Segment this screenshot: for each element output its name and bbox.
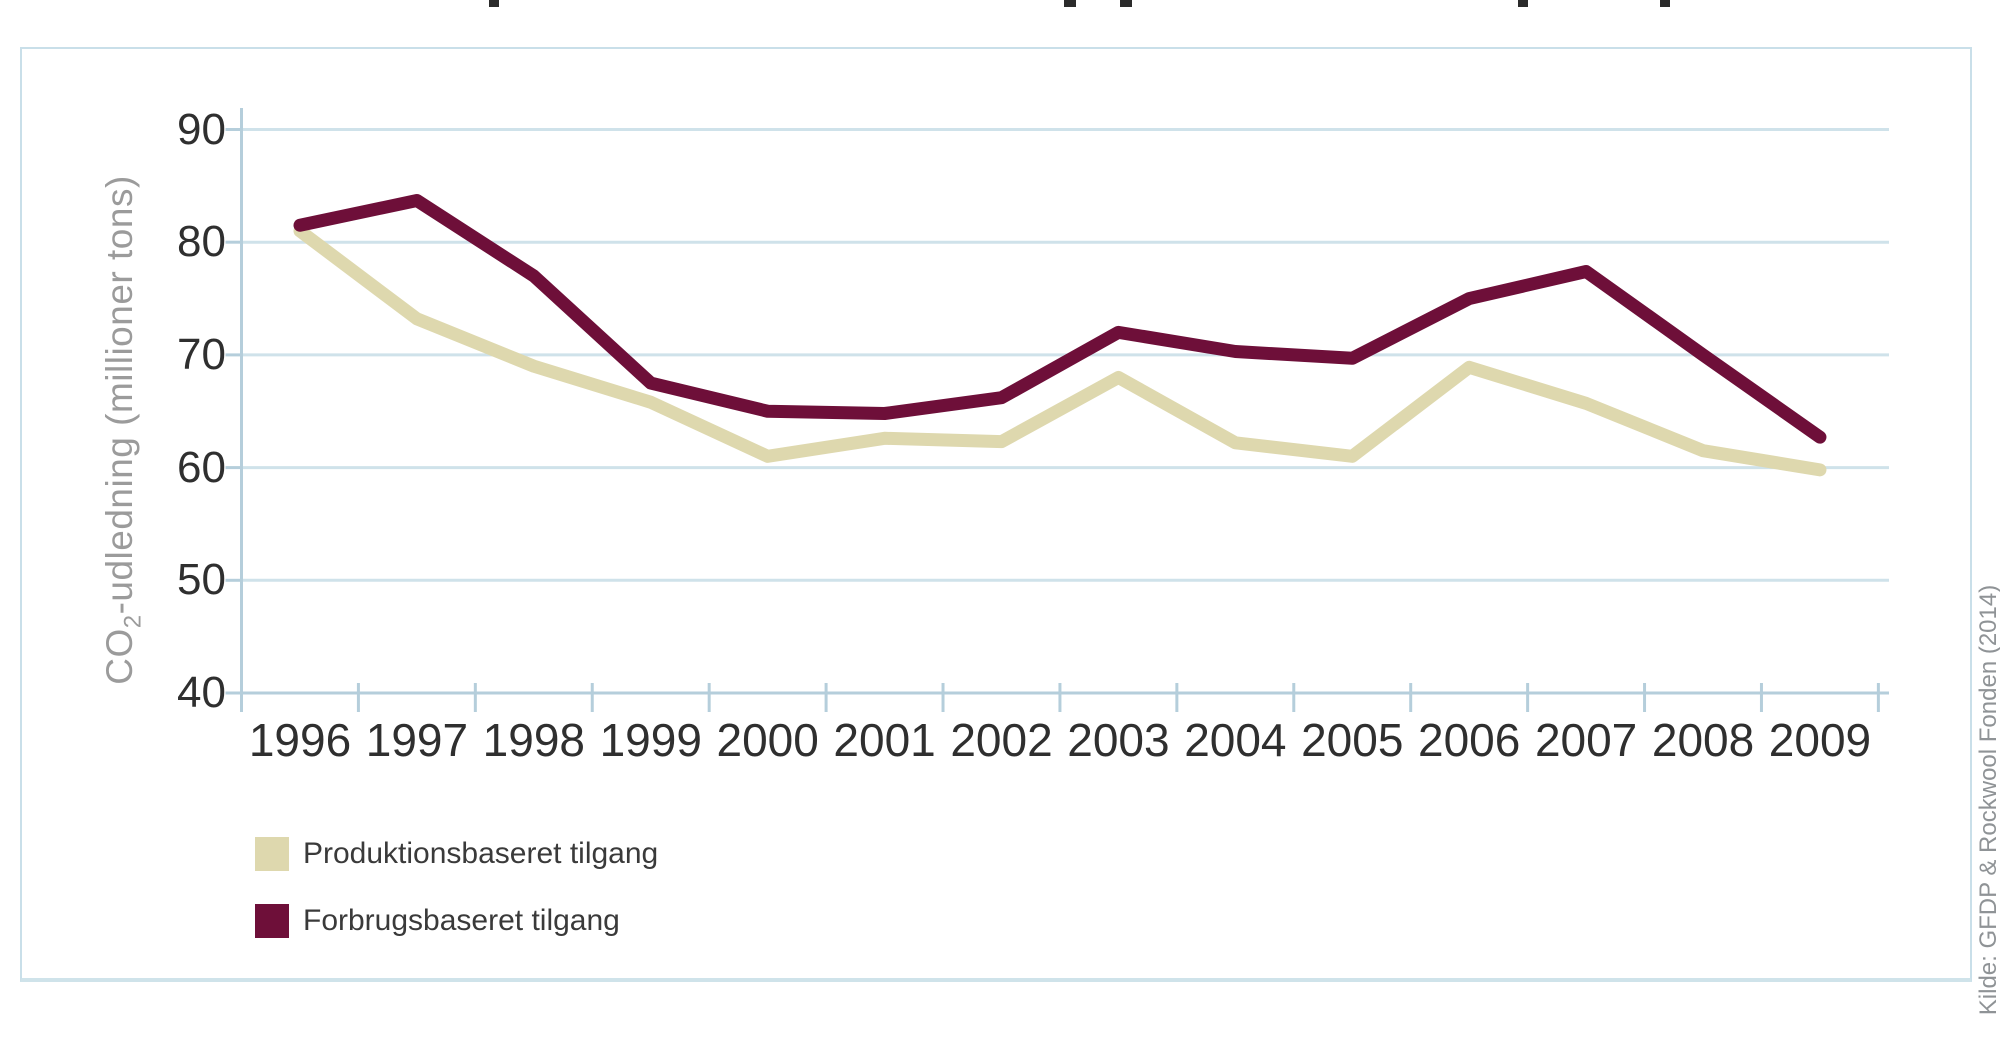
cropped-title-fragment — [1120, 0, 1132, 7]
legend-label: Produktionsbaseret tilgang — [303, 837, 659, 870]
y-tick-label: 50 — [177, 555, 226, 605]
cropped-title-fragment — [489, 0, 499, 7]
x-tick-label: 2000 — [716, 714, 819, 766]
x-tick-label: 2006 — [1418, 714, 1521, 766]
legend: Produktionsbaseret tilgang Forbrugsbaser… — [255, 837, 658, 971]
x-tick-label: 1999 — [599, 714, 702, 766]
chart-panel — [20, 47, 1972, 982]
x-tick-label: 1996 — [248, 714, 352, 766]
legend-label: Forbrugsbaseret tilgang — [303, 904, 620, 937]
legend-swatch-production — [255, 837, 289, 871]
cropped-title-fragment — [1660, 0, 1670, 7]
x-tick-label: 2008 — [1651, 714, 1755, 766]
x-tick-label: 2001 — [833, 714, 936, 766]
y-tick-label: 60 — [177, 442, 226, 492]
y-tick-label: 70 — [177, 329, 226, 379]
tick-marks — [225, 128, 1880, 712]
y-tick-label: 80 — [177, 217, 226, 267]
x-tick-label: 2004 — [1184, 714, 1287, 766]
legend-item-consumption: Forbrugsbaseret tilgang — [255, 904, 658, 938]
source-credit: Kilde: GFDP & Rockwool Fonden (2014) — [1975, 584, 2000, 1016]
x-tick-label: 2002 — [950, 714, 1053, 766]
y-tick-label: 90 — [177, 104, 226, 154]
cropped-title-fragment — [1064, 0, 1076, 7]
x-tick-label: 2003 — [1067, 714, 1170, 766]
x-tick-label: 2007 — [1534, 714, 1638, 766]
x-tick-label: 1997 — [365, 714, 469, 766]
legend-item-production: Produktionsbaseret tilgang — [255, 837, 658, 871]
cropped-title-fragment — [1518, 0, 1528, 7]
x-tick-label: 2009 — [1768, 714, 1872, 766]
y-tick-label: 40 — [177, 668, 226, 717]
axes — [240, 108, 1889, 695]
x-tick-label: 2005 — [1301, 714, 1404, 766]
series-lines — [293, 194, 1827, 477]
legend-swatch-consumption — [255, 904, 289, 938]
x-tick-label: 1998 — [482, 714, 585, 766]
